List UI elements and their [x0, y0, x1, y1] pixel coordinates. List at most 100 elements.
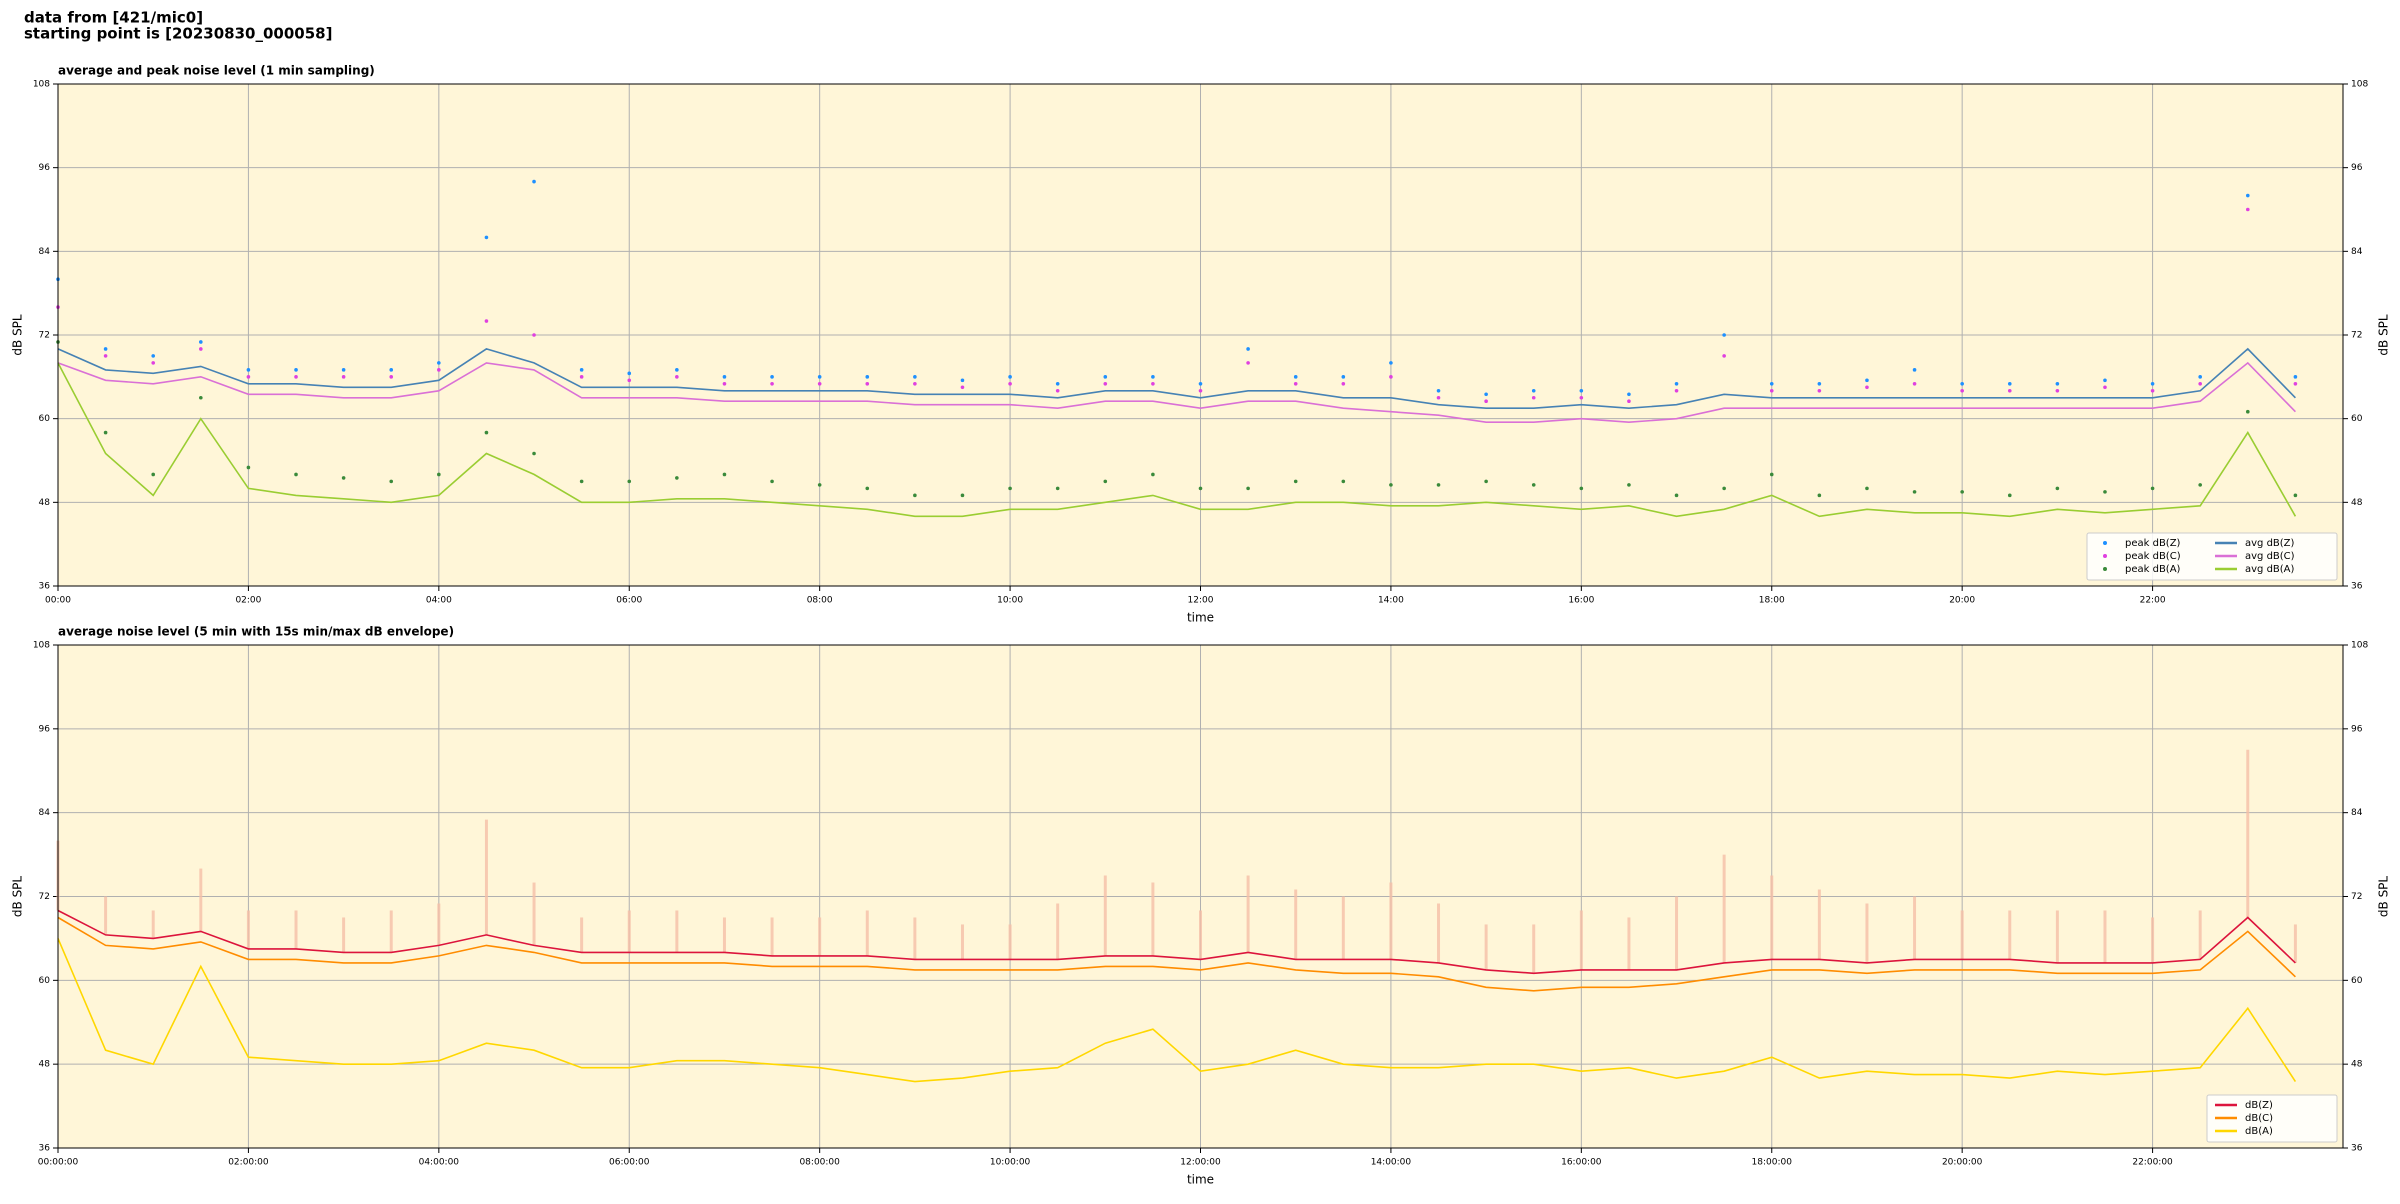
peak-point	[1055, 388, 1060, 393]
peak-point	[437, 472, 441, 477]
y-tick-label: 108	[33, 80, 50, 90]
y-tick-label: 72	[39, 331, 50, 341]
peak-point	[1198, 486, 1203, 491]
peak-point	[151, 354, 156, 358]
y-tick-label: 60	[2351, 414, 2363, 424]
peak-point	[1484, 392, 1488, 397]
peak-point	[817, 382, 822, 386]
peak-point	[770, 375, 774, 379]
y-tick-label: 84	[2351, 247, 2363, 257]
legend-label: avg dB(C)	[2245, 551, 2295, 562]
x-axis-label: time	[1187, 611, 1214, 625]
legend-box	[2206, 1094, 2338, 1143]
peak-point	[1722, 486, 1726, 491]
peak-point	[1055, 486, 1060, 491]
peak-point	[1151, 382, 1155, 386]
y-tick-label: 36	[39, 1144, 51, 1154]
peak-point	[865, 375, 870, 379]
y-tick-label: 96	[2351, 163, 2363, 173]
x-tick-label: 12:00	[1188, 596, 1214, 606]
x-tick-label: 12:00:00	[1180, 1158, 1221, 1168]
peak-point	[1151, 472, 1155, 477]
x-tick-label: 00:00	[45, 596, 71, 606]
peak-point	[2198, 483, 2202, 487]
peak-point	[770, 382, 774, 386]
peak-point	[960, 385, 965, 390]
x-tick-label: 00:00:00	[38, 1158, 79, 1168]
x-tick-label: 22:00	[2140, 596, 2166, 606]
peak-point	[1722, 333, 1726, 337]
peak-point	[817, 483, 822, 487]
peak-point	[722, 472, 727, 477]
y-tick-label: 48	[39, 1060, 51, 1070]
legend-label: dB(C)	[2245, 1113, 2273, 1124]
peak-point	[2007, 388, 2012, 393]
x-tick-label: 06:00:00	[609, 1158, 650, 1168]
peak-point	[2103, 490, 2107, 494]
peak-point	[865, 382, 870, 386]
peak-point	[2150, 388, 2155, 393]
peak-point	[246, 465, 251, 470]
y-tick-label: 108	[2351, 80, 2368, 90]
peak-point	[484, 235, 489, 240]
peak-point	[389, 368, 394, 372]
peak-point	[1341, 479, 1346, 484]
peak-point	[913, 493, 917, 498]
y-tick-label: 60	[39, 414, 51, 424]
peak-point	[1674, 382, 1679, 386]
peak-point	[1484, 479, 1488, 484]
peak-point	[1151, 375, 1155, 379]
peak-point	[1817, 493, 1822, 498]
legend-label: avg dB(Z)	[2245, 538, 2295, 549]
peak-point	[1960, 388, 1964, 393]
x-tick-label: 20:00	[1949, 596, 1975, 606]
peak-point	[960, 378, 965, 383]
header-line: starting point is [20230830_000058]	[24, 25, 332, 43]
x-tick-label: 02:00	[235, 596, 261, 606]
y-axis-label: dB SPL	[2377, 314, 2391, 356]
peak-point	[1436, 395, 1441, 400]
peak-point	[151, 361, 156, 365]
legend-label: peak dB(Z)	[2125, 538, 2181, 549]
peak-point	[1769, 382, 1774, 386]
peak-point	[627, 371, 632, 376]
y-tick-label: 36	[2351, 1144, 2363, 1154]
peak-point	[1389, 361, 1393, 365]
plot-frame	[57, 644, 2344, 1149]
peak-point	[2007, 382, 2012, 386]
peak-point	[484, 430, 489, 435]
peak-point	[294, 368, 298, 372]
peak-point	[2245, 409, 2250, 414]
peak-point	[579, 479, 584, 484]
peak-point	[2198, 382, 2202, 386]
peak-point	[389, 375, 394, 379]
peak-point	[1722, 354, 1726, 358]
legend-label: dB(Z)	[2245, 1100, 2273, 1111]
peak-point	[1293, 375, 1298, 379]
series-line	[57, 347, 2296, 410]
peak-point	[627, 378, 632, 383]
x-tick-label: 10:00	[997, 596, 1023, 606]
x-tick-label: 02:00:00	[228, 1158, 269, 1168]
peak-point	[389, 479, 394, 484]
peak-point	[1103, 375, 1108, 379]
peak-point	[960, 493, 965, 498]
peak-point	[1103, 382, 1108, 386]
peak-point	[341, 476, 346, 480]
peak-point	[1055, 382, 1060, 386]
legend-label: peak dB(C)	[2125, 551, 2181, 562]
peak-point	[341, 368, 346, 372]
x-tick-label: 18:00	[1759, 596, 1785, 606]
peak-point	[1436, 483, 1441, 487]
peak-point	[817, 375, 822, 379]
peak-point	[1817, 388, 1822, 393]
y-tick-label: 84	[2351, 808, 2363, 818]
peak-point	[675, 476, 679, 480]
series-line	[57, 916, 2296, 992]
peak-point	[1627, 399, 1631, 404]
peak-point	[2103, 385, 2107, 390]
peak-point	[1960, 490, 1964, 494]
peak-point	[1674, 388, 1679, 393]
peak-point	[1341, 382, 1346, 386]
